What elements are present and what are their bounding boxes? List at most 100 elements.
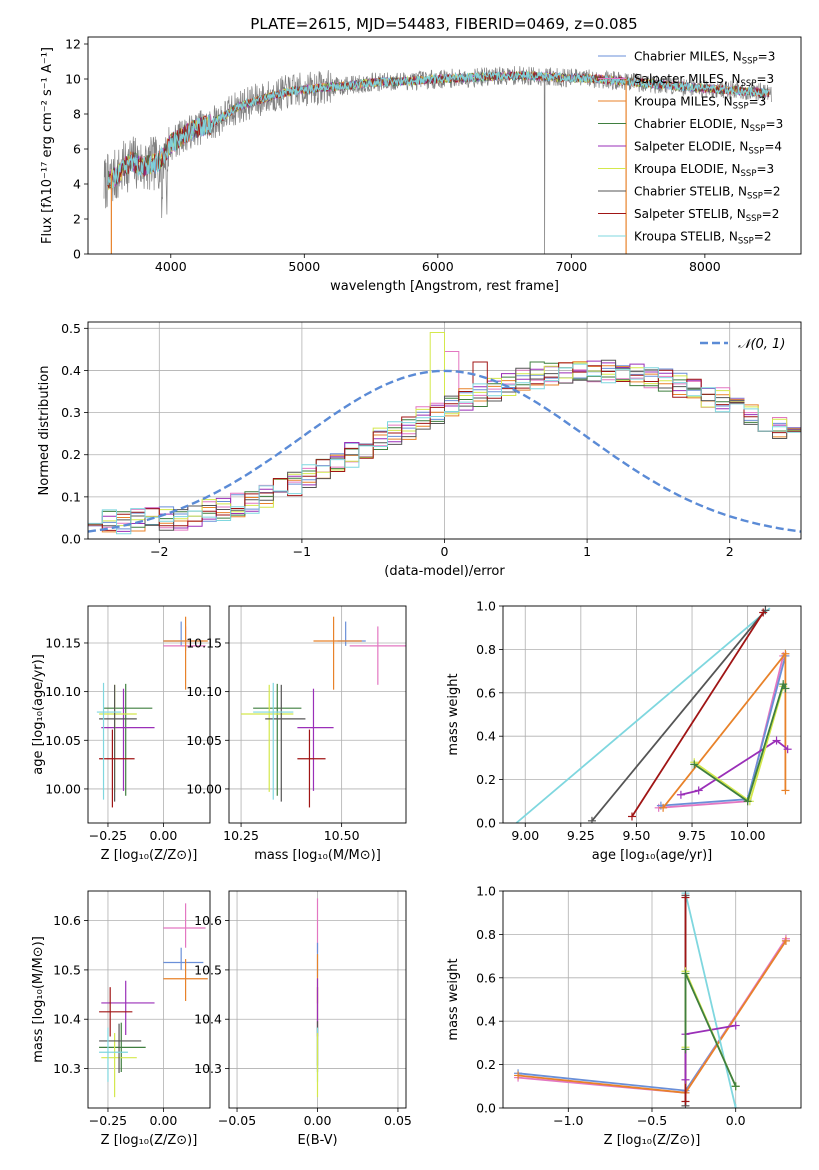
legend-label-subscript: SSP [750, 124, 766, 134]
x-tick-label: −0.05 [218, 1113, 256, 1128]
y-tick-label: 0.8 [476, 927, 496, 942]
x-tick-label: 0.0 [726, 1113, 746, 1128]
x-tick-label: 0.00 [149, 828, 177, 843]
plot-area [241, 616, 406, 808]
x-axis-label: (data-model)/error [384, 564, 505, 579]
legend-label-suffix: =2 [763, 185, 781, 199]
x-tick-label: 9.75 [678, 828, 706, 843]
legend-label-suffix: =2 [762, 207, 780, 221]
x-tick-label: 10.25 [223, 828, 259, 843]
panel-spectrum: 4000 5000 6000 7000 8000 0 2 4 6 8 10 12 wavelength … [40, 37, 802, 294]
x-axis-label: wavelength [Angstrom, rest frame] [330, 279, 559, 294]
x-axis-label: age [log₁₀(age/yr)] [592, 848, 713, 863]
y-tick-label: 0.4 [476, 1014, 496, 1029]
panel-mass-vs-Z: −0.25 0.00 10.3 10.4 10.5 10.6 Z [log₁₀(Z/Z⊙)]… [31, 890, 211, 1148]
legend-label-suffix: =3 [766, 117, 784, 131]
legend-label-chab_stelib: Chabrier STELIB, NSSP=2 [634, 185, 781, 202]
y-tick-label: 0 [73, 247, 81, 262]
y-tick-label: 1.0 [476, 599, 496, 614]
weight-line-salp_elodie [680, 739, 789, 796]
legend-label-salp_elodie: Salpeter ELODIE, NSSP=4 [634, 140, 782, 157]
normal-curve [88, 369, 801, 533]
legend-label-subscript: SSP [741, 169, 757, 179]
y-tick-label: 10.15 [45, 635, 81, 650]
x-axis-label: Z [log₁₀(Z/Z⊙)] [604, 1133, 701, 1148]
axes-frame [228, 605, 407, 824]
x-tick-label: −0.25 [89, 828, 127, 843]
plot-area [99, 903, 208, 1098]
plot-area [88, 332, 801, 535]
y-tick-label: 0.4 [476, 729, 496, 744]
panel-age-vs-Z: −0.25 0.00 10.00 10.05 10.10 10.15 Z [log₁₀(Z/… [31, 605, 211, 863]
plot-area [96, 616, 208, 808]
x-tick-label: 9.25 [567, 828, 595, 843]
legend-label-salp_miles: Salpeter MILES, NSSP=3 [634, 72, 774, 89]
axes-frame [502, 605, 802, 824]
legend-label-subscript: SSP [738, 237, 754, 247]
x-tick-label: 8000 [689, 259, 721, 274]
y-tick-label: 0.0 [61, 532, 81, 547]
y-tick-label: 6 [73, 142, 81, 157]
panel-weight-vs-Z: −1.0 −0.5 0.0 0.0 0.2 0.4 0.6 0.8 1.0 Z [log₁₀(Z/… [446, 884, 802, 1148]
x-tick-label: 0.05 [384, 1113, 412, 1128]
y-tick-label: 10.10 [45, 684, 81, 699]
axes-frame [87, 890, 211, 1109]
y-axis-label: Normed distribution [37, 366, 52, 496]
legend-label-suffix: =3 [749, 95, 767, 109]
y-tick-label: 0.0 [476, 1101, 496, 1116]
y-tick-label: 10.00 [45, 781, 81, 796]
x-axis-label: Z [log₁₀(Z/Z⊙)] [101, 1133, 198, 1148]
y-tick-label: 10.3 [53, 1061, 81, 1076]
y-tick-label: 4 [73, 177, 81, 192]
y-axis-label: Flux [fλ10⁻¹⁷ erg cm⁻² s⁻¹ A⁻¹] [40, 47, 55, 244]
model-spectrum-krou_stelib [107, 71, 770, 189]
plot-area [514, 891, 790, 1108]
x-tick-label: 9.00 [511, 828, 539, 843]
y-axis-label: mass [log₁₀(M/M⊙)] [31, 936, 46, 1063]
legend-label-krou_elodie: Kroupa ELODIE, NSSP=3 [634, 162, 774, 179]
y-tick-label: 2 [73, 212, 81, 227]
x-tick-label: −2 [150, 544, 168, 559]
y-tick-label: 0.6 [476, 970, 496, 985]
y-tick-label: 0.2 [61, 447, 81, 462]
axes-frame [87, 605, 211, 824]
x-tick-label: 1 [583, 544, 591, 559]
x-tick-label: 0.00 [149, 1113, 177, 1128]
weight-line-chab_stelib [591, 609, 767, 822]
legend-label-subscript: SSP [733, 102, 749, 112]
y-tick-label: 10.5 [53, 962, 81, 977]
legend-label-suffix: =4 [764, 140, 782, 154]
legend-label-subscript: SSP [748, 147, 764, 157]
panel-age-vs-mass: 10.25 10.50 10.00 10.05 10.10 10.15 mass [log₁… [186, 605, 407, 863]
chart-title: PLATE=2615, MJD=54483, FIBERID=0469, z=0… [250, 15, 637, 33]
legend-label-krou_stelib: Kroupa STELIB, NSSP=2 [634, 230, 772, 247]
y-tick-label: 0.8 [476, 642, 496, 657]
x-tick-label: −0.25 [89, 1113, 127, 1128]
y-tick-label: 10.5 [194, 962, 222, 977]
y-tick-label: 10.05 [45, 733, 81, 748]
y-tick-label: 10.00 [186, 781, 222, 796]
x-axis-label: Z [log₁₀(Z/Z⊙)] [101, 848, 198, 863]
x-tick-label: 10.50 [324, 828, 360, 843]
panel-residuals: −2 −1 0 1 2 0.0 0.1 0.2 0.3 0.4 0.5 (data-model)/er… [37, 321, 802, 579]
x-axis-label: E(B-V) [297, 1133, 337, 1148]
y-tick-label: 0.0 [476, 816, 496, 831]
y-tick-label: 10.10 [186, 684, 222, 699]
axes-frame [228, 890, 407, 1109]
x-tick-label: 0 [441, 544, 449, 559]
legend-label-chab_elodie: Chabrier ELODIE, NSSP=3 [634, 117, 783, 134]
histogram-krou_stelib [88, 363, 801, 535]
weight-line-chab_elodie [684, 973, 737, 1087]
y-tick-label: 10.15 [186, 635, 222, 650]
panel-mass-vs-ebv: −0.05 0.00 0.05 10.3 10.4 10.5 10.6 E(B-V) [194, 890, 412, 1148]
legend-label-subscript: SSP [742, 57, 758, 67]
legend-label-subscript: SSP [746, 214, 762, 224]
x-tick-label: 2 [726, 544, 734, 559]
legend-label-chab_miles: Chabrier MILES, NSSP=3 [634, 50, 775, 67]
y-tick-label: 10.05 [186, 733, 222, 748]
weight-line-chab_elodie [693, 681, 787, 803]
y-tick-label: 8 [73, 107, 81, 122]
x-tick-label: 0.00 [304, 1113, 332, 1128]
x-tick-label: 10.00 [730, 828, 766, 843]
y-axis-label: mass weight [446, 958, 461, 1040]
